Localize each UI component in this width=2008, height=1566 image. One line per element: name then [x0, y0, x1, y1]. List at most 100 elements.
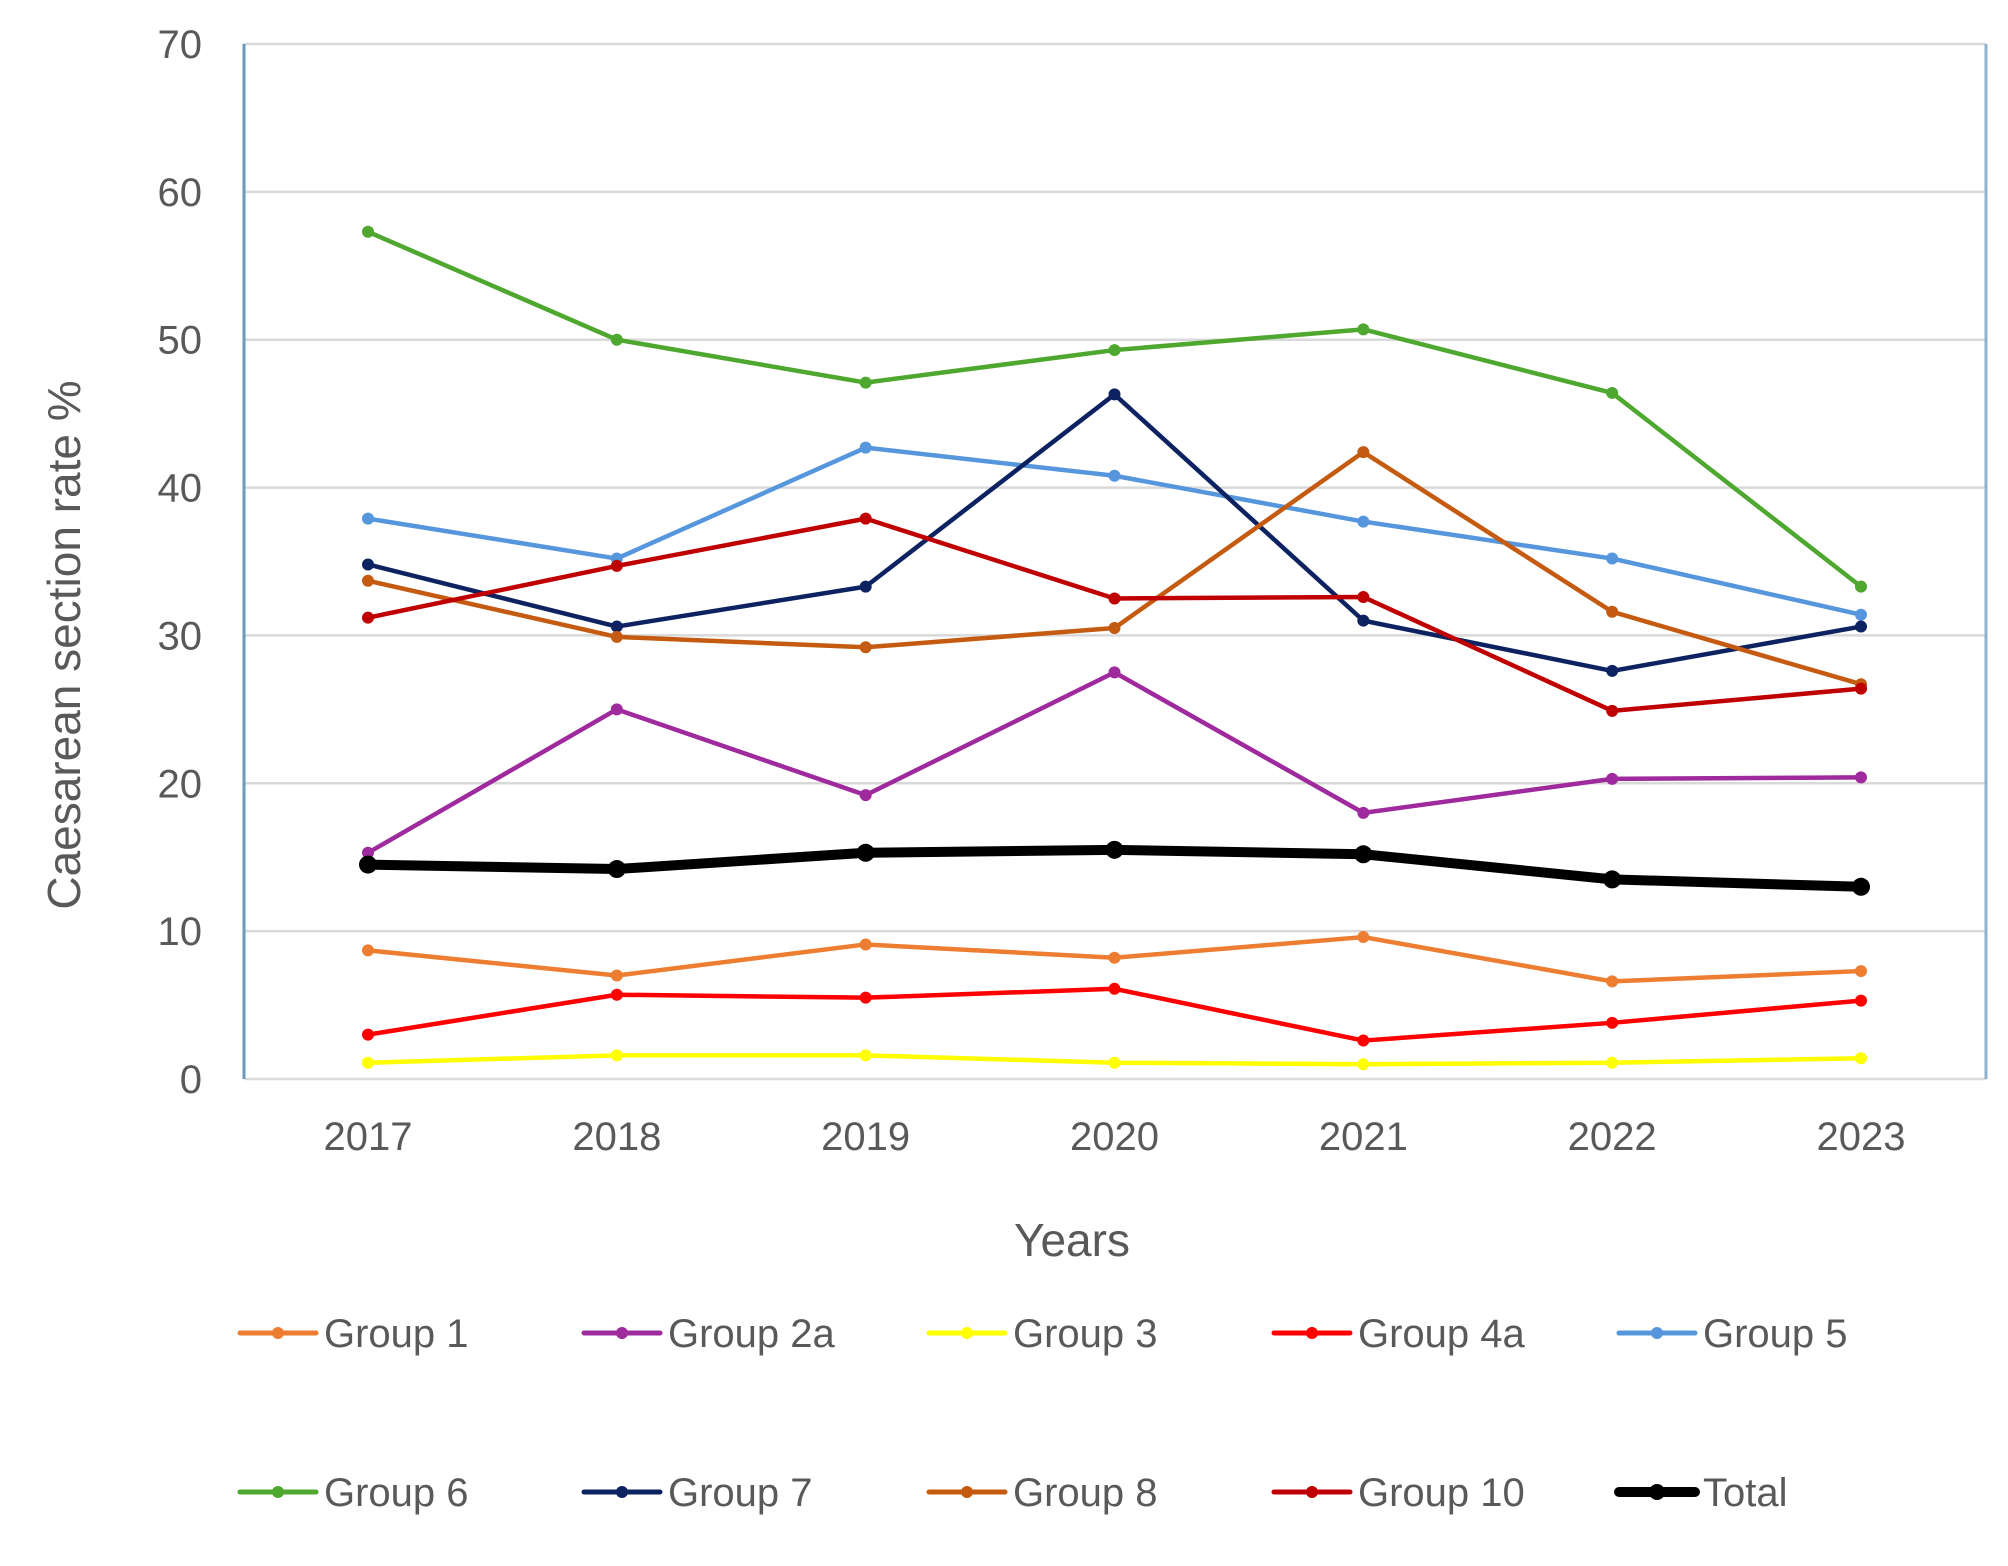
legend-label: Group 7	[668, 1471, 813, 1515]
data-point	[362, 225, 374, 238]
legend-label: Group 3	[1013, 1312, 1158, 1356]
data-point	[859, 938, 872, 951]
x-tick-label: 2017	[324, 1115, 413, 1159]
y-tick-labels: 0 10 20 30 40 50 60 70	[158, 23, 203, 1102]
x-tick-label: 2023	[1817, 1115, 1906, 1159]
x-tick-label: 2021	[1319, 1115, 1408, 1159]
data-point	[1357, 515, 1370, 528]
y-tick-label: 40	[158, 467, 203, 511]
data-point	[362, 846, 374, 859]
data-point	[859, 376, 872, 389]
legend-label: Group 5	[1703, 1312, 1848, 1356]
legend-label: Group 1	[324, 1312, 469, 1356]
series-line	[367, 986, 1862, 1043]
data-point	[610, 333, 623, 346]
data-point	[1108, 666, 1121, 679]
y-tick-label: 10	[158, 910, 203, 954]
legend-marker	[1649, 1484, 1665, 1500]
data-point	[359, 855, 377, 874]
legend-label: Group 6	[324, 1471, 469, 1515]
axes	[242, 44, 1988, 1079]
data-point	[859, 789, 872, 802]
series-group-4a	[362, 982, 1867, 1047]
legend-label: Group 10	[1358, 1471, 1525, 1515]
legend-item: Group 5	[1616, 1312, 1848, 1356]
data-point	[362, 558, 374, 571]
data-point	[1606, 664, 1619, 677]
data-point	[362, 1028, 374, 1041]
y-axis-title: Caesarean section rate %	[38, 380, 90, 909]
data-point	[1357, 1058, 1370, 1071]
legend-label: Group 8	[1013, 1471, 1158, 1515]
data-point	[1357, 323, 1370, 336]
series-group-1	[362, 931, 1867, 988]
data-point	[1855, 620, 1867, 633]
series-line	[366, 670, 1862, 855]
data-point	[362, 512, 374, 525]
data-point	[1357, 446, 1370, 459]
legend-label: Group 2a	[668, 1312, 836, 1356]
data-point	[1108, 344, 1121, 357]
y-tick-label: 50	[158, 319, 203, 363]
data-point	[1357, 806, 1370, 819]
data-point	[1108, 622, 1121, 635]
data-point	[1357, 931, 1370, 944]
data-point	[1855, 1052, 1867, 1065]
data-point	[1855, 608, 1867, 621]
legend-item: Group 1	[237, 1312, 469, 1356]
data-point	[1108, 469, 1121, 482]
series-group-3	[362, 1049, 1867, 1071]
data-point	[610, 988, 623, 1001]
data-point	[859, 580, 872, 593]
data-point	[362, 944, 374, 957]
data-point	[856, 843, 875, 862]
legend-marker	[1306, 1327, 1318, 1339]
data-point	[1855, 994, 1867, 1007]
legend: Group 1 Group 2a Group 3 Group 4a Group 5 Gro…	[237, 1312, 1848, 1515]
legend-marker	[961, 1327, 973, 1339]
series-line	[367, 229, 1863, 589]
y-tick-label: 70	[158, 23, 203, 67]
gridlines	[244, 42, 1986, 1081]
data-point	[610, 703, 623, 716]
x-tick-label: 2018	[572, 1115, 661, 1159]
data-point	[859, 512, 872, 525]
x-tick-label: 2022	[1568, 1115, 1657, 1159]
series-lines	[359, 225, 1870, 1071]
x-tick-label: 2020	[1070, 1115, 1159, 1159]
series-line	[367, 516, 1862, 714]
legend-marker	[616, 1327, 628, 1339]
data-point	[1606, 704, 1619, 717]
data-point	[1606, 1016, 1619, 1029]
data-point	[1606, 1056, 1619, 1069]
legend-label: Group 4a	[1358, 1312, 1526, 1356]
legend-item: Group 6	[237, 1471, 469, 1515]
data-point	[859, 991, 872, 1004]
data-point	[1855, 771, 1867, 784]
data-point	[1606, 386, 1619, 399]
data-point	[1108, 1056, 1121, 1069]
data-point	[362, 611, 374, 624]
series-group-6	[362, 225, 1867, 593]
legend-label: Total	[1703, 1471, 1788, 1515]
data-point	[1108, 982, 1121, 995]
data-point	[859, 641, 872, 654]
legend-marker	[272, 1486, 284, 1498]
y-tick-label: 20	[158, 762, 203, 806]
y-tick-label: 60	[158, 171, 203, 215]
legend-item: Group 3	[926, 1312, 1158, 1356]
y-tick-label: 0	[180, 1058, 202, 1102]
data-point	[859, 441, 872, 454]
legend-marker	[616, 1486, 628, 1498]
data-point	[1354, 845, 1373, 864]
data-point	[610, 969, 623, 982]
legend-item: Total	[1614, 1471, 1788, 1515]
x-axis-title: Years	[1014, 1214, 1130, 1266]
legend-item: Group 8	[926, 1471, 1158, 1515]
series-group-10	[362, 512, 1867, 717]
data-point	[1606, 975, 1619, 988]
data-point	[1855, 965, 1867, 978]
data-point	[1108, 951, 1121, 964]
data-point	[610, 559, 623, 572]
data-point	[1357, 1034, 1370, 1047]
